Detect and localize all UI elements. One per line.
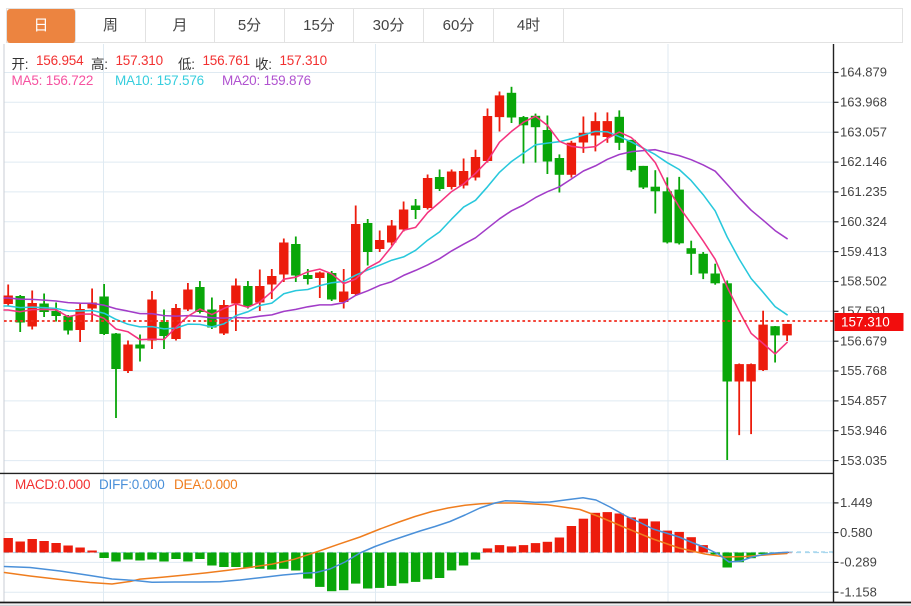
svg-text:154.857: 154.857 bbox=[840, 393, 887, 408]
svg-text:158.502: 158.502 bbox=[840, 274, 887, 289]
svg-text:155.768: 155.768 bbox=[840, 363, 887, 378]
svg-text:163.057: 163.057 bbox=[840, 124, 887, 139]
svg-text:163.968: 163.968 bbox=[840, 95, 887, 110]
svg-text:160.324: 160.324 bbox=[840, 214, 887, 229]
svg-text:-1.158: -1.158 bbox=[840, 584, 877, 599]
svg-text:153.035: 153.035 bbox=[840, 453, 887, 468]
svg-text:161.235: 161.235 bbox=[840, 184, 887, 199]
svg-text:157.310: 157.310 bbox=[841, 315, 890, 330]
svg-text:156.679: 156.679 bbox=[840, 333, 887, 348]
svg-text:159.413: 159.413 bbox=[840, 244, 887, 259]
svg-text:-0.289: -0.289 bbox=[840, 555, 877, 570]
svg-text:153.946: 153.946 bbox=[840, 423, 887, 438]
svg-text:164.879: 164.879 bbox=[840, 65, 887, 80]
svg-text:162.146: 162.146 bbox=[840, 154, 887, 169]
svg-text:0.580: 0.580 bbox=[840, 525, 873, 540]
svg-text:1.449: 1.449 bbox=[840, 495, 873, 510]
